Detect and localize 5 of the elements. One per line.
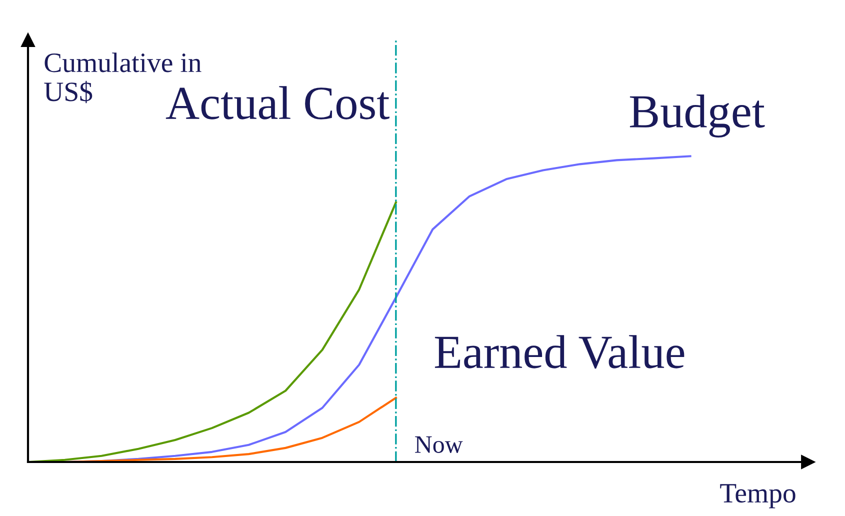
series-label: Actual Cost	[166, 86, 390, 120]
series-label: Budget	[630, 94, 765, 138]
annotation: Now	[415, 436, 463, 453]
series-label: Earned Value	[434, 335, 684, 369]
x-axis-title: Tempo	[720, 484, 796, 508]
